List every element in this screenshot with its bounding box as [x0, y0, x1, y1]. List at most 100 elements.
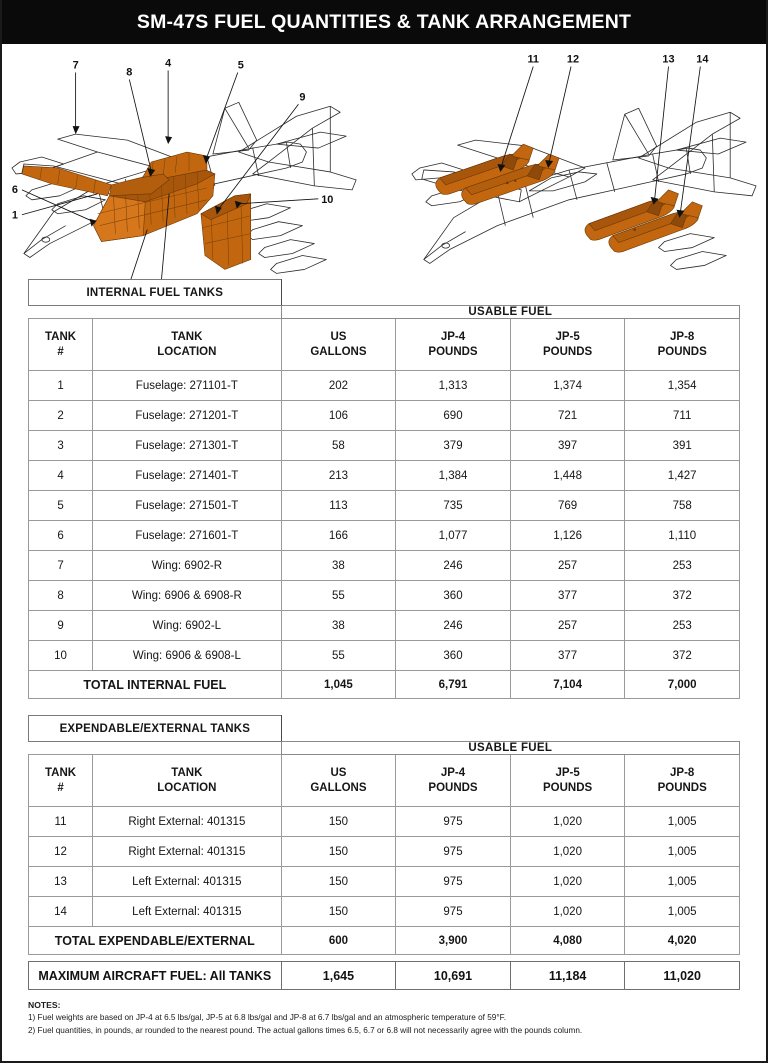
- column-header-us-gallons: US GALLONS: [280, 318, 397, 371]
- external-total-us-gallons: 600: [280, 926, 397, 955]
- column-header-jp5-pounds: JP-5 POUNDS: [509, 318, 626, 371]
- external-group-title-row: EXPENDABLE/EXTERNAL TANKS: [28, 715, 740, 742]
- cell-jp8: 372: [624, 640, 740, 671]
- cell-tank-location: Wing: 6906 & 6908-L: [92, 640, 282, 671]
- cell-us-gallons: 150: [280, 836, 397, 867]
- internal-tank-aircraft-illustration: 7 8 4 5 9 6 1 10 2 3: [11, 57, 357, 279]
- column-header-tank-number: TANK #: [27, 754, 94, 807]
- cell-tank-number: 11: [27, 806, 94, 837]
- table-row: 5 Fuselage: 271501-T 113 735 769 758: [27, 490, 740, 521]
- cell-jp8: 391: [624, 430, 740, 461]
- cell-tank-number: 14: [27, 896, 94, 927]
- cell-tank-number: 13: [27, 866, 94, 897]
- cell-tank-location: Wing: 6902-R: [92, 550, 282, 581]
- callout-14: 14: [696, 54, 709, 66]
- column-header-jp8-pounds: JP-8 POUNDS: [624, 754, 740, 807]
- callout-6: 6: [12, 184, 18, 196]
- cell-jp8: 1,427: [624, 460, 740, 491]
- callout-9: 9: [299, 91, 305, 103]
- internal-total-jp4: 6,791: [395, 670, 511, 699]
- cell-tank-location: Fuselage: 271101-T: [92, 370, 282, 401]
- cell-jp8: 253: [624, 550, 740, 581]
- internal-fuel-tank-arrangement-diagram: 7 8 4 5 9 6 1 10 2 3: [2, 44, 384, 279]
- callout-8: 8: [126, 66, 132, 78]
- cell-jp4: 690: [395, 400, 511, 431]
- cell-us-gallons: 166: [280, 520, 397, 551]
- cell-jp4: 246: [395, 610, 511, 641]
- cell-jp5: 257: [509, 550, 626, 581]
- cell-jp4: 975: [395, 866, 511, 897]
- cell-jp8: 1,110: [624, 520, 740, 551]
- note-item-1: 1) Fuel weights are based on JP-4 at 6.5…: [28, 1013, 506, 1023]
- cell-us-gallons: 202: [280, 370, 397, 401]
- external-usable-fuel-row: USABLE FUEL: [28, 741, 741, 755]
- external-fuel-tank-arrangement-diagram: 11 12 13 14: [384, 44, 766, 279]
- cell-jp5: 377: [509, 640, 626, 671]
- diagram-area: 7 8 4 5 9 6 1 10 2 3: [2, 44, 766, 279]
- cell-tank-location: Wing: 6902-L: [92, 610, 282, 641]
- column-header-tank-location: TANK LOCATION: [92, 318, 282, 371]
- cell-tank-location: Right External: 401315: [92, 806, 282, 837]
- cell-jp4: 975: [395, 836, 511, 867]
- cell-jp5: 1,020: [509, 806, 626, 837]
- cell-jp5: 397: [509, 430, 626, 461]
- note-item-2: 2) Fuel quantities, in pounds, ar rounde…: [28, 1025, 583, 1035]
- callout-13: 13: [662, 54, 674, 66]
- external-total-jp5: 4,080: [509, 926, 626, 955]
- cell-tank-number: 9: [27, 610, 94, 641]
- column-header-jp4-pounds: JP-4 POUNDS: [395, 318, 511, 371]
- cell-jp8: 1,354: [624, 370, 740, 401]
- cell-tank-location: Fuselage: 271601-T: [92, 520, 282, 551]
- external-usable-fuel-label: USABLE FUEL: [280, 741, 741, 755]
- maximum-fuel-label: MAXIMUM AIRCRAFT FUEL: All TANKS: [28, 961, 282, 990]
- external-usable-spacer: [28, 741, 282, 755]
- cell-tank-number: 2: [27, 400, 94, 431]
- expendable-external-tanks-table: EXPENDABLE/EXTERNAL TANKS USABLE FUEL TA…: [27, 715, 741, 955]
- cell-jp8: 253: [624, 610, 740, 641]
- page-title: SM-47S FUEL QUANTITIES & TANK ARRANGEMEN…: [136, 10, 632, 33]
- cell-jp4: 735: [395, 490, 511, 521]
- cell-us-gallons: 55: [280, 640, 397, 671]
- table-row: 4 Fuselage: 271401-T 213 1,384 1,448 1,4…: [27, 460, 740, 491]
- cell-us-gallons: 213: [280, 460, 397, 491]
- cell-jp4: 1,077: [395, 520, 511, 551]
- external-group-title: EXPENDABLE/EXTERNAL TANKS: [28, 715, 282, 742]
- internal-group-title-row: INTERNAL FUEL TANKS: [28, 279, 740, 306]
- maximum-fuel-us-gallons: 1,645: [280, 961, 397, 990]
- cell-jp4: 1,384: [395, 460, 511, 491]
- cell-tank-location: Wing: 6906 & 6908-R: [92, 580, 282, 611]
- cell-tank-location: Left External: 401315: [92, 866, 282, 897]
- table-row: 1 Fuselage: 271101-T 202 1,313 1,374 1,3…: [27, 370, 740, 401]
- callout-11: 11: [527, 54, 539, 66]
- table-row: 14 Left External: 401315 150 975 1,020 1…: [27, 896, 740, 927]
- cell-jp4: 246: [395, 550, 511, 581]
- maximum-fuel-jp5: 11,184: [509, 961, 626, 990]
- external-total-row: TOTAL EXPENDABLE/EXTERNAL 600 3,900 4,08…: [28, 926, 740, 955]
- cell-jp8: 1,005: [624, 836, 740, 867]
- callout-5: 5: [238, 59, 244, 71]
- cell-jp5: 1,020: [509, 836, 626, 867]
- cell-tank-number: 5: [27, 490, 94, 521]
- table-row: 13 Left External: 401315 150 975 1,020 1…: [27, 866, 740, 897]
- cell-jp8: 1,005: [624, 896, 740, 927]
- cell-tank-number: 6: [27, 520, 94, 551]
- cell-us-gallons: 58: [280, 430, 397, 461]
- external-group-spacer: [281, 715, 740, 742]
- cell-us-gallons: 55: [280, 580, 397, 611]
- cell-jp4: 1,313: [395, 370, 511, 401]
- cell-jp5: 1,020: [509, 866, 626, 897]
- external-total-jp4: 3,900: [395, 926, 511, 955]
- cell-jp8: 1,005: [624, 866, 740, 897]
- cell-jp4: 975: [395, 806, 511, 837]
- cell-tank-location: Right External: 401315: [92, 836, 282, 867]
- cell-tank-location: Fuselage: 271401-T: [92, 460, 282, 491]
- internal-group-spacer: [281, 279, 740, 306]
- cell-tank-location: Fuselage: 271501-T: [92, 490, 282, 521]
- callout-1: 1: [12, 210, 18, 222]
- table-row: 12 Right External: 401315 150 975 1,020 …: [27, 836, 740, 867]
- external-column-header-row: TANK # TANK LOCATION US GALLONS JP-4 POU…: [27, 754, 740, 807]
- cell-jp5: 1,126: [509, 520, 626, 551]
- cell-tank-number: 8: [27, 580, 94, 611]
- external-total-label: TOTAL EXPENDABLE/EXTERNAL: [28, 926, 282, 955]
- cell-jp4: 360: [395, 580, 511, 611]
